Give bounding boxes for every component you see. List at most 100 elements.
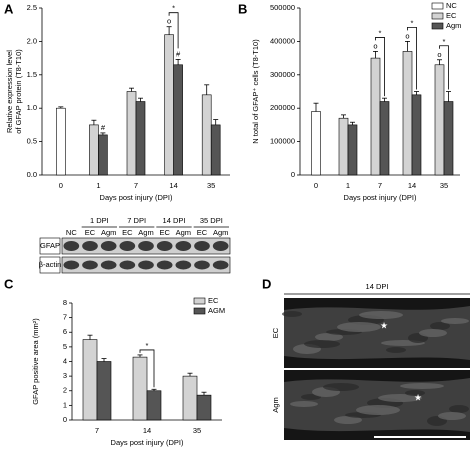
micrograph-marker: ★ (380, 320, 388, 330)
blot-band (212, 241, 229, 251)
error-bar (175, 59, 181, 65)
bracket (439, 45, 449, 90)
y-tick-label: 300000 (270, 70, 295, 79)
error-bar (129, 87, 134, 92)
y-axis-label: GFAP positive area (mm²) (31, 318, 40, 405)
x-tick-label: 7 (95, 426, 99, 435)
blot-lane-label: Agm (101, 228, 116, 237)
bar (132, 356, 148, 421)
x-tick-label: 7 (134, 181, 138, 190)
error-bar (350, 121, 355, 125)
blot-group-label: 35 DPI (200, 216, 223, 225)
bracket-label: * (379, 28, 382, 37)
tissue-texture (282, 311, 302, 317)
blot-band (100, 260, 117, 270)
blot-band (82, 241, 98, 251)
significance-marker: o (373, 41, 377, 50)
tissue-texture (359, 311, 403, 319)
blot-lane-label: Agm (176, 228, 191, 237)
significance-marker: o (167, 17, 171, 26)
error-bar (100, 132, 106, 135)
blot-lane-label: EC (159, 228, 170, 237)
error-bar (382, 97, 387, 102)
error-bar (201, 391, 207, 396)
blot-band (138, 241, 154, 251)
panel-label: C (4, 276, 14, 291)
blot-band (138, 260, 154, 270)
bar (182, 375, 198, 421)
bar (347, 124, 358, 176)
blot-lane-label: EC (197, 228, 208, 237)
legend-label: EC (446, 11, 457, 20)
error-bar (213, 119, 219, 125)
y-tick-label: 0.5 (27, 137, 37, 146)
error-bar (58, 106, 64, 109)
legend-swatch (431, 22, 444, 30)
bracket-label: * (411, 18, 414, 27)
blot-row-label: β-actin (39, 260, 62, 269)
blot-band (156, 241, 173, 251)
blot-lane-label: EC (85, 228, 96, 237)
x-tick-label: 35 (193, 426, 201, 435)
bracket (168, 12, 179, 49)
bar (126, 91, 137, 176)
y-tick-label: 2.5 (27, 3, 37, 12)
blot-row-label-box (39, 237, 61, 255)
x-tick-label: 0 (314, 181, 318, 190)
tissue-texture (315, 333, 343, 341)
tissue-texture (430, 322, 450, 330)
x-tick-label: 14 (169, 181, 177, 190)
y-tick-label: 7 (63, 313, 67, 322)
blot-band (63, 260, 80, 270)
error-bar (437, 59, 442, 65)
x-tick-label: 0 (59, 181, 63, 190)
bracket (139, 349, 155, 388)
blot-lane-label: NC (66, 228, 77, 237)
bar (434, 64, 445, 176)
tissue-texture (334, 416, 362, 424)
bar (135, 101, 146, 176)
tissue-texture (337, 322, 381, 332)
x-tick-label: 14 (143, 426, 151, 435)
legend-label: Agm (446, 21, 461, 30)
blot-band (194, 260, 210, 270)
bar (82, 339, 98, 421)
blot-band (119, 241, 136, 251)
y-tick-label: 200000 (270, 103, 295, 112)
bar (201, 94, 212, 176)
blot-band (175, 241, 192, 251)
tissue-texture (419, 329, 447, 337)
bar (164, 34, 174, 176)
x-tick-label: 7 (378, 181, 382, 190)
legend-swatch (431, 12, 444, 20)
y-tick-label: 4 (63, 356, 67, 365)
x-tick-label: 35 (440, 181, 448, 190)
bar (89, 124, 99, 176)
x-tick-label: 14 (408, 181, 416, 190)
error-bar (101, 358, 107, 362)
error-bar (91, 119, 97, 125)
y-tick-label: 0 (63, 415, 67, 424)
tissue-texture (441, 318, 469, 324)
bracket (375, 37, 385, 97)
y-axis-label: Relative expression level (5, 50, 14, 133)
significance-marker: o (437, 50, 441, 59)
blot-band (63, 241, 80, 251)
x-axis-label: Days post injury (DPI) (111, 438, 184, 447)
blot-lane-label: Agm (138, 228, 153, 237)
y-axis-label: N total of GFAP⁺ cells (T8-T10) (251, 39, 260, 144)
y-tick-label: 500000 (270, 3, 295, 12)
y-tick-label: 1 (63, 400, 67, 409)
blot-row-label: GFAP (40, 241, 60, 250)
bar (443, 101, 454, 176)
legend-swatch (193, 297, 206, 305)
bar (55, 107, 66, 176)
error-bar (87, 334, 93, 340)
tissue-texture (356, 405, 400, 415)
blot-band (119, 260, 136, 270)
blot-lane-label: Agm (213, 228, 228, 237)
y-tick-label: 0 (291, 170, 295, 179)
y-tick-label: 100000 (270, 137, 295, 146)
y-tick-label: 1.0 (27, 103, 37, 112)
error-bar (138, 97, 143, 102)
